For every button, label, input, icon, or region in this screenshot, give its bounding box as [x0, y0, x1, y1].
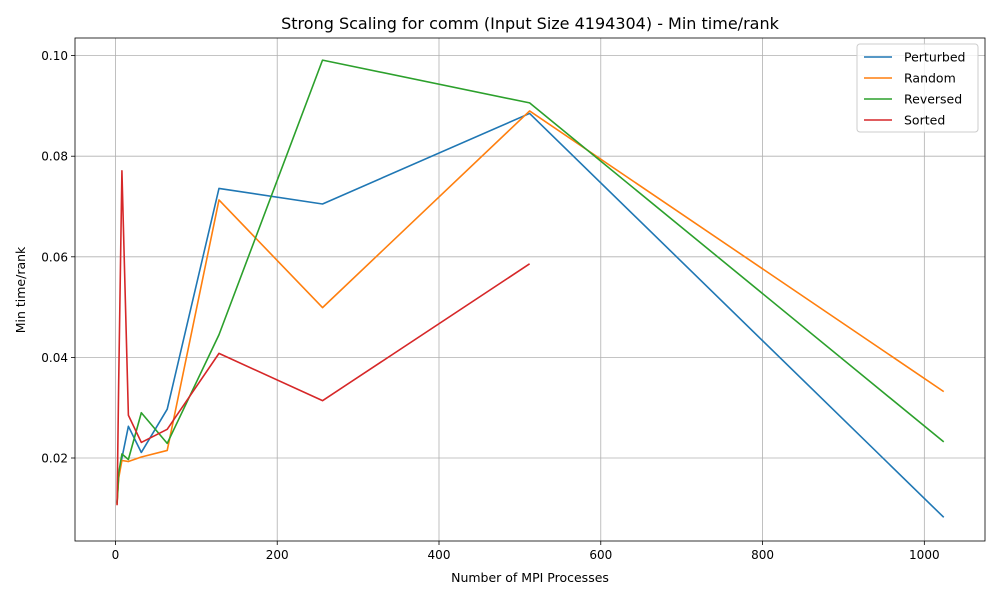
legend-label-random: Random — [904, 71, 956, 86]
series-line-reversed — [116, 59, 945, 504]
legend-label-perturbed: Perturbed — [904, 50, 965, 65]
y-tick-label: 0.06 — [41, 250, 68, 264]
series-lines — [116, 59, 945, 518]
legend: Perturbed Random Reversed Sorted — [856, 43, 979, 133]
x-tick-label: 400 — [428, 548, 451, 562]
legend-box — [856, 43, 979, 133]
x-tick-label: 0 — [112, 548, 120, 562]
axis-ticks: 0 200 400 600 800 1000 0.02 0.04 0.06 0.08 0.10 — [41, 49, 939, 562]
plot-frame — [74, 37, 986, 542]
x-tick-label: 1000 — [909, 548, 940, 562]
y-tick-label: 0.04 — [41, 351, 68, 365]
x-axis-label: Number of MPI Processes — [451, 570, 609, 585]
y-axis-label: Min time/rank — [13, 246, 28, 333]
x-tick-label: 600 — [589, 548, 612, 562]
series-line-sorted — [116, 169, 531, 506]
x-tick-label: 200 — [266, 548, 289, 562]
y-tick-label: 0.10 — [41, 49, 68, 63]
legend-label-sorted: Sorted — [904, 113, 945, 128]
legend-label-reversed: Reversed — [904, 92, 962, 107]
series-line-random — [116, 110, 945, 505]
y-tick-label: 0.02 — [41, 452, 68, 466]
x-tick-label: 800 — [751, 548, 774, 562]
y-tick-label: 0.08 — [41, 150, 68, 164]
chart-title: Strong Scaling for comm (Input Size 4194… — [281, 14, 779, 33]
